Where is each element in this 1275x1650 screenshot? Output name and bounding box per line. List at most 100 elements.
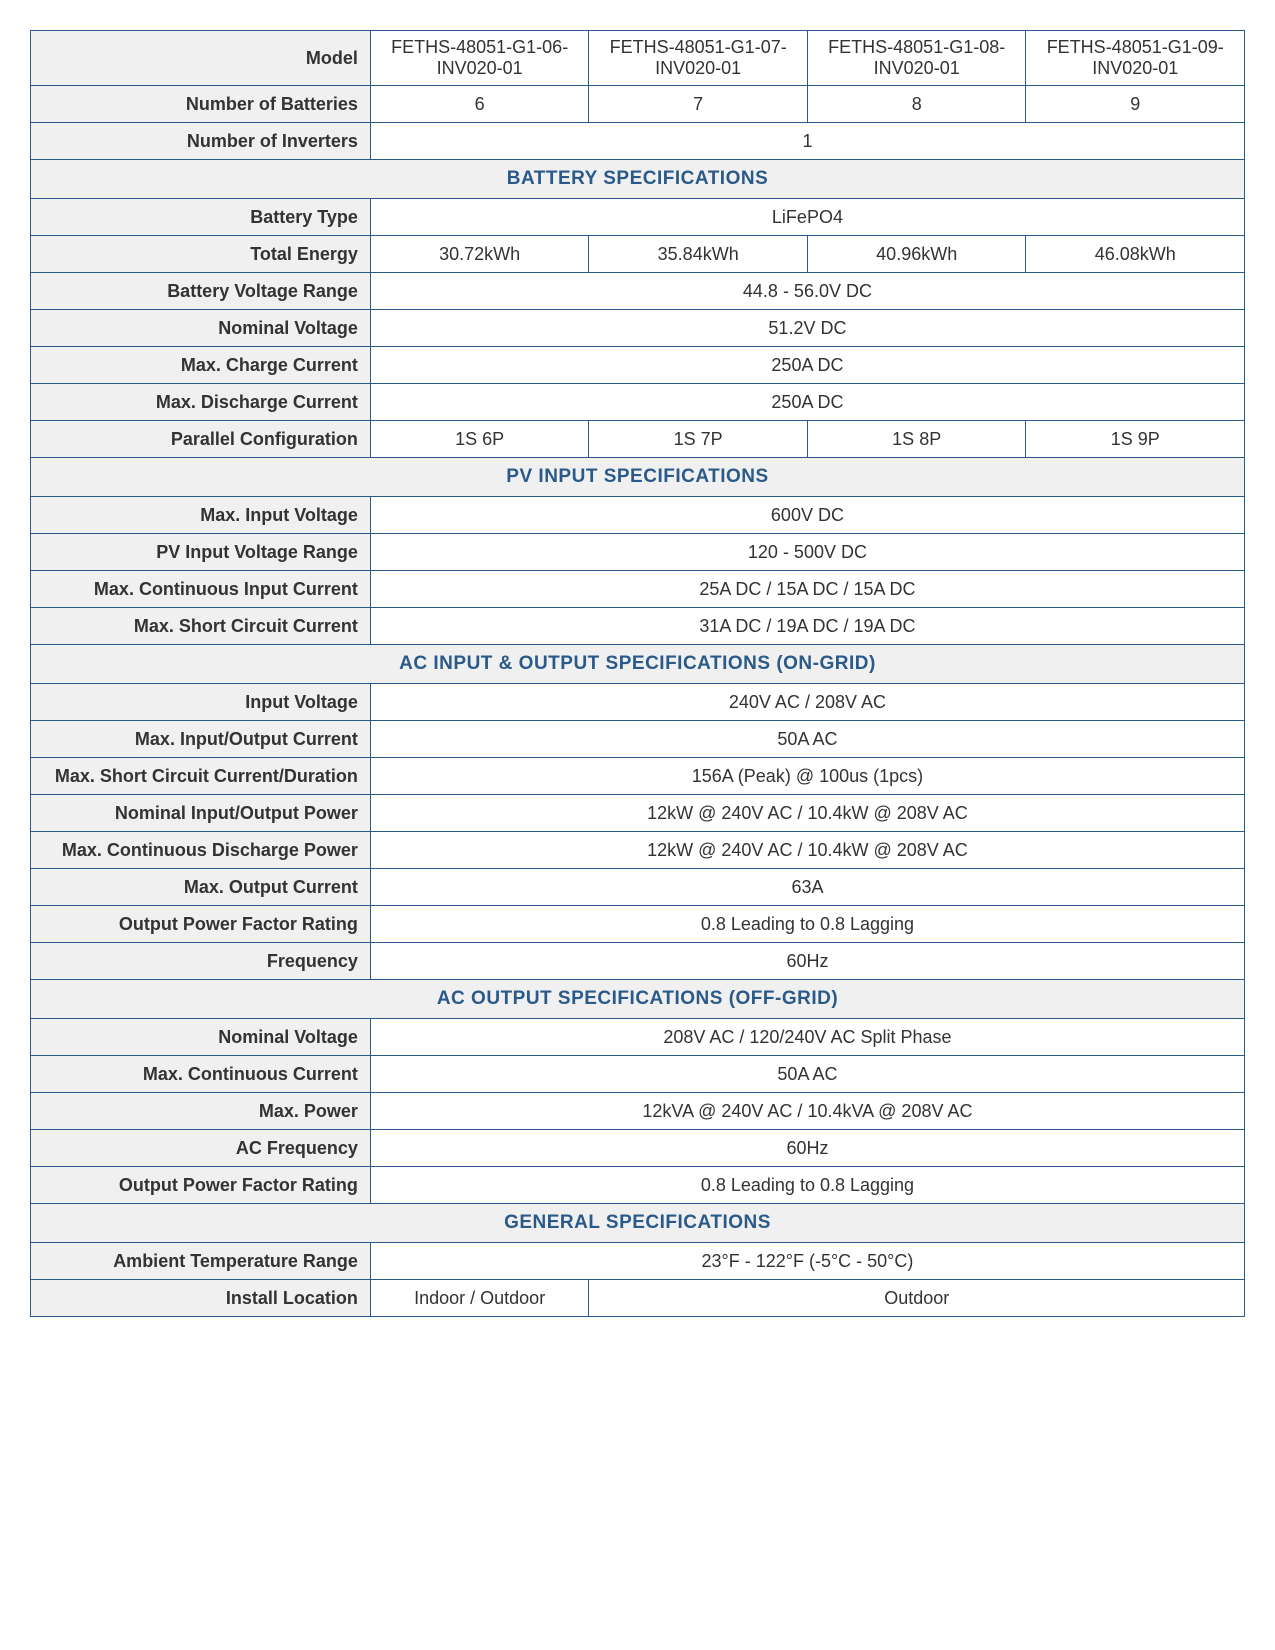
row-nom-voltage: Nominal Voltage 51.2V DC [31,310,1245,347]
row-parallel-config: Parallel Configuration 1S 6P 1S 7P 1S 8P… [31,421,1245,458]
label-ac-niop: Nominal Input/Output Power [31,795,371,832]
val-pv-maxinv: 600V DC [370,497,1244,534]
label-ac-freq: Frequency [31,943,371,980]
row-total-energy: Total Energy 30.72kWh 35.84kWh 40.96kWh … [31,236,1245,273]
label-total-energy: Total Energy [31,236,371,273]
val-temp: 23°F - 122°F (-5°C - 50°C) [370,1243,1244,1280]
num-batt-2: 8 [807,86,1026,123]
row-ac-maxscd: Max. Short Circuit Current/Duration 156A… [31,758,1245,795]
section-general: GENERAL SPECIFICATIONS [31,1204,1245,1243]
val-ac-freq: 60Hz [370,943,1244,980]
row-install-loc: Install Location Indoor / Outdoor Outdoo… [31,1280,1245,1317]
row-ac-freq: Frequency 60Hz [31,943,1245,980]
val-ac-maxioc: 50A AC [370,721,1244,758]
label-pv-maxinv: Max. Input Voltage [31,497,371,534]
energy-1: 35.84kWh [589,236,808,273]
row-model: Model FETHS-48051-G1-06-INV020-01 FETHS-… [31,31,1245,86]
label-pv-maxcic: Max. Continuous Input Current [31,571,371,608]
row-ac-mcdp: Max. Continuous Discharge Power 12kW @ 2… [31,832,1245,869]
parallel-2: 1S 8P [807,421,1026,458]
val-install-loc-0: Indoor / Outdoor [370,1280,589,1317]
val-ac-opfr: 0.8 Leading to 0.8 Lagging [370,906,1244,943]
label-model: Model [31,31,371,86]
energy-3: 46.08kWh [1026,236,1245,273]
num-inv: 1 [370,123,1244,160]
label-off-freq: AC Frequency [31,1130,371,1167]
label-max-charge: Max. Charge Current [31,347,371,384]
val-max-discharge: 250A DC [370,384,1244,421]
val-batt-type: LiFePO4 [370,199,1244,236]
val-batt-vrange: 44.8 - 56.0V DC [370,273,1244,310]
section-ac-offgrid: AC OUTPUT SPECIFICATIONS (OFF-GRID) [31,980,1245,1019]
val-nom-voltage: 51.2V DC [370,310,1244,347]
row-ac-opfr: Output Power Factor Rating 0.8 Leading t… [31,906,1245,943]
row-off-freq: AC Frequency 60Hz [31,1130,1245,1167]
section-pv: PV INPUT SPECIFICATIONS [31,458,1245,497]
num-batt-0: 6 [370,86,589,123]
parallel-0: 1S 6P [370,421,589,458]
row-off-opfr: Output Power Factor Rating 0.8 Leading t… [31,1167,1245,1204]
row-off-mcc: Max. Continuous Current 50A AC [31,1056,1245,1093]
label-off-mp: Max. Power [31,1093,371,1130]
val-pv-maxcic: 25A DC / 15A DC / 15A DC [370,571,1244,608]
row-ac-inv: Input Voltage 240V AC / 208V AC [31,684,1245,721]
label-ac-mcdp: Max. Continuous Discharge Power [31,832,371,869]
label-ac-maxscd: Max. Short Circuit Current/Duration [31,758,371,795]
val-off-nomv: 208V AC / 120/240V AC Split Phase [370,1019,1244,1056]
val-ac-mcdp: 12kW @ 240V AC / 10.4kW @ 208V AC [370,832,1244,869]
row-pv-maxcic: Max. Continuous Input Current 25A DC / 1… [31,571,1245,608]
row-num-batteries: Number of Batteries 6 7 8 9 [31,86,1245,123]
row-max-discharge: Max. Discharge Current 250A DC [31,384,1245,421]
val-pv-maxsc: 31A DC / 19A DC / 19A DC [370,608,1244,645]
label-num-batt: Number of Batteries [31,86,371,123]
label-pv-maxsc: Max. Short Circuit Current [31,608,371,645]
label-install-loc: Install Location [31,1280,371,1317]
label-max-discharge: Max. Discharge Current [31,384,371,421]
label-num-inv: Number of Inverters [31,123,371,160]
row-pv-maxsc: Max. Short Circuit Current 31A DC / 19A … [31,608,1245,645]
val-ac-inv: 240V AC / 208V AC [370,684,1244,721]
row-pv-range: PV Input Voltage Range 120 - 500V DC [31,534,1245,571]
parallel-1: 1S 7P [589,421,808,458]
label-ac-moc: Max. Output Current [31,869,371,906]
val-off-mp: 12kVA @ 240V AC / 10.4kVA @ 208V AC [370,1093,1244,1130]
label-off-nomv: Nominal Voltage [31,1019,371,1056]
label-batt-vrange: Battery Voltage Range [31,273,371,310]
val-ac-maxscd: 156A (Peak) @ 100us (1pcs) [370,758,1244,795]
row-off-mp: Max. Power 12kVA @ 240V AC / 10.4kVA @ 2… [31,1093,1245,1130]
row-ac-niop: Nominal Input/Output Power 12kW @ 240V A… [31,795,1245,832]
row-batt-type: Battery Type LiFePO4 [31,199,1245,236]
row-batt-vrange: Battery Voltage Range 44.8 - 56.0V DC [31,273,1245,310]
row-num-inverters: Number of Inverters 1 [31,123,1245,160]
label-off-opfr: Output Power Factor Rating [31,1167,371,1204]
num-batt-1: 7 [589,86,808,123]
label-ac-maxioc: Max. Input/Output Current [31,721,371,758]
num-batt-3: 9 [1026,86,1245,123]
label-ac-opfr: Output Power Factor Rating [31,906,371,943]
model-1: FETHS-48051-G1-07-INV020-01 [589,31,808,86]
row-off-nomv: Nominal Voltage 208V AC / 120/240V AC Sp… [31,1019,1245,1056]
energy-2: 40.96kWh [807,236,1026,273]
label-batt-type: Battery Type [31,199,371,236]
label-pv-range: PV Input Voltage Range [31,534,371,571]
model-3: FETHS-48051-G1-09-INV020-01 [1026,31,1245,86]
row-max-charge: Max. Charge Current 250A DC [31,347,1245,384]
val-install-loc-1: Outdoor [589,1280,1245,1317]
val-max-charge: 250A DC [370,347,1244,384]
model-2: FETHS-48051-G1-08-INV020-01 [807,31,1026,86]
label-parallel: Parallel Configuration [31,421,371,458]
model-0: FETHS-48051-G1-06-INV020-01 [370,31,589,86]
parallel-3: 1S 9P [1026,421,1245,458]
label-ac-inv: Input Voltage [31,684,371,721]
section-ac-ongrid: AC INPUT & OUTPUT SPECIFICATIONS (ON-GRI… [31,645,1245,684]
energy-0: 30.72kWh [370,236,589,273]
label-off-mcc: Max. Continuous Current [31,1056,371,1093]
row-temp: Ambient Temperature Range 23°F - 122°F (… [31,1243,1245,1280]
spec-table: Model FETHS-48051-G1-06-INV020-01 FETHS-… [30,30,1245,1317]
val-off-freq: 60Hz [370,1130,1244,1167]
label-nom-voltage: Nominal Voltage [31,310,371,347]
val-off-opfr: 0.8 Leading to 0.8 Lagging [370,1167,1244,1204]
val-pv-range: 120 - 500V DC [370,534,1244,571]
row-pv-maxinv: Max. Input Voltage 600V DC [31,497,1245,534]
row-ac-moc: Max. Output Current 63A [31,869,1245,906]
